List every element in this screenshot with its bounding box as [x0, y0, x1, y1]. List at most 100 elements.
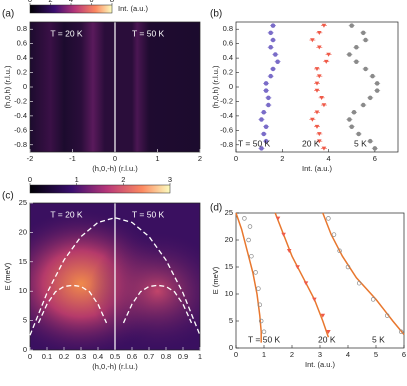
point — [317, 74, 322, 79]
point — [326, 330, 331, 334]
point — [347, 52, 352, 57]
x-tick-label: 0.3 — [76, 352, 86, 361]
panel-label: (d) — [210, 203, 222, 214]
y-tick-label: 0 — [229, 82, 233, 91]
point — [354, 59, 359, 64]
point — [374, 81, 380, 86]
colorbar-tick-label: 8 — [110, 0, 114, 4]
y-tick-label: 0 — [23, 345, 27, 354]
point — [314, 81, 320, 86]
y-tick-label: 0 — [23, 82, 27, 91]
point — [259, 146, 264, 151]
x-tick-label: -2 — [27, 154, 34, 163]
point — [367, 95, 373, 101]
model-curve — [122, 284, 193, 324]
point — [253, 270, 258, 275]
point — [312, 297, 317, 302]
x-tick-label: 5 — [374, 350, 378, 359]
y-tick-label: 20 — [19, 227, 27, 236]
point — [263, 124, 269, 129]
y-tick-label: 0.8 — [17, 24, 27, 33]
x-axis-label: Int. (a.u.) — [305, 360, 336, 369]
colorbar-tick-label: 2 — [121, 175, 125, 184]
colorbar-tick-label: 4 — [69, 0, 73, 4]
point — [345, 264, 351, 270]
point — [321, 23, 327, 28]
point — [372, 146, 378, 151]
x-tick-label: 0.9 — [178, 352, 188, 361]
point — [246, 237, 251, 243]
y-tick-label: 25 — [225, 208, 233, 217]
point — [281, 232, 286, 237]
y-tick-label: 0.2 — [17, 68, 27, 77]
y-tick-label: 0.4 — [17, 53, 27, 62]
annotation: T = 20 K — [50, 209, 83, 219]
y-tick-label: -0.8 — [220, 140, 233, 149]
colorbar — [29, 184, 171, 194]
point — [320, 313, 326, 318]
point — [259, 117, 264, 122]
point — [323, 59, 329, 64]
point — [363, 37, 368, 43]
x-tick-label: 6 — [402, 350, 406, 359]
y-tick-label: 10 — [225, 289, 233, 298]
x-tick-label: 0.5 — [110, 352, 120, 361]
annotation: T = 50 K — [132, 209, 165, 219]
point — [374, 88, 380, 93]
x-tick-label: 0 — [113, 154, 117, 163]
point — [263, 88, 269, 93]
point — [356, 131, 361, 137]
point — [363, 66, 368, 72]
point — [367, 138, 373, 144]
point — [266, 102, 271, 108]
y-tick-label: 25 — [19, 198, 27, 207]
colorbar-tick-label: 0 — [28, 175, 32, 184]
colorbar-tick-label: 0 — [28, 0, 32, 4]
x-tick-label: 0.6 — [127, 352, 137, 361]
point — [354, 45, 359, 50]
point — [268, 30, 273, 36]
y-tick-label: 0.6 — [223, 39, 233, 48]
point — [270, 37, 276, 43]
point — [303, 281, 309, 286]
point — [261, 329, 267, 335]
point — [261, 131, 267, 137]
x-tick-label: 2 — [198, 154, 202, 163]
x-tick-label: 0 — [234, 350, 238, 359]
point — [317, 132, 322, 137]
point — [266, 95, 271, 101]
x-tick-label: 1 — [262, 350, 266, 359]
point — [268, 45, 273, 50]
series-label: 20 K — [302, 138, 320, 148]
point — [249, 253, 254, 259]
panel-label: (b) — [210, 9, 222, 20]
point — [331, 232, 337, 237]
x-tick-label: 0.8 — [161, 352, 171, 361]
point — [398, 329, 404, 335]
x-tick-label: 0 — [234, 154, 238, 163]
model-curve — [235, 212, 262, 343]
x-tick-label: 0 — [28, 352, 32, 361]
y-axis-label: E (meV) — [3, 262, 12, 290]
y-tick-label: 0 — [229, 343, 233, 352]
point — [314, 110, 320, 115]
model-curve — [29, 217, 201, 336]
point — [257, 302, 263, 308]
point — [356, 280, 362, 286]
y-tick-label: 5 — [23, 316, 27, 325]
series-label: T = 50 K — [248, 334, 281, 344]
y-tick-label: 0.6 — [17, 39, 27, 48]
panels: (a)-2 -1 0 1 2-0.8-0.6-0.4-0.200.20.40.60.8(… — [2, 0, 406, 371]
x-axis-label: Int. (a.u.) — [302, 164, 333, 173]
x-tick-label: 4 — [346, 350, 350, 359]
x-tick-label: 0.7 — [144, 352, 154, 361]
y-tick-label: 0.8 — [223, 24, 233, 33]
y-tick-label: 5 — [229, 316, 233, 325]
series-label: 5 K — [354, 138, 367, 148]
y-tick-label: -0.2 — [220, 96, 233, 105]
point — [263, 138, 269, 144]
point — [242, 216, 247, 221]
point — [247, 224, 253, 229]
colorbar-tick-label: 6 — [89, 0, 93, 4]
x-tick-label: 1 — [155, 154, 159, 163]
